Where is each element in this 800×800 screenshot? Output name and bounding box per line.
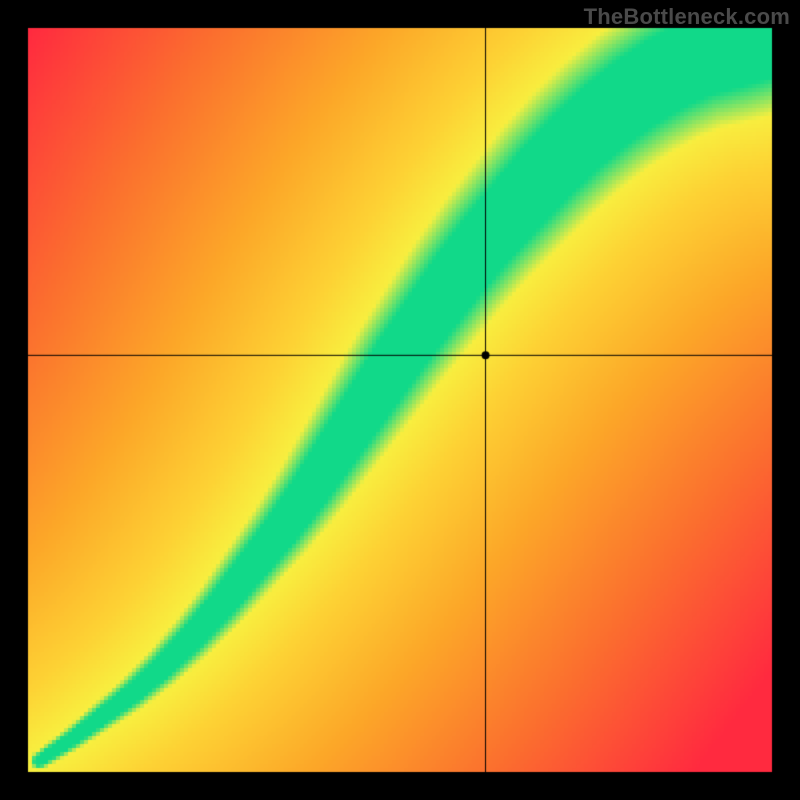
chart-container: TheBottleneck.com xyxy=(0,0,800,800)
heatmap-canvas xyxy=(0,0,800,800)
watermark-text: TheBottleneck.com xyxy=(584,4,790,30)
